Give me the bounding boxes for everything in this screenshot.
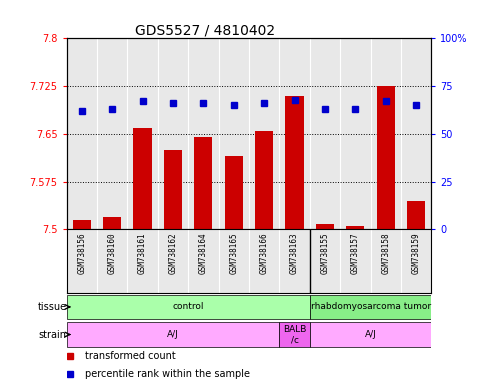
Bar — [225, 156, 243, 230]
Text: GSM738155: GSM738155 — [320, 233, 329, 274]
Title: GDS5527 / 4810402: GDS5527 / 4810402 — [135, 23, 275, 37]
Bar — [134, 127, 152, 230]
Text: rhabdomyosarcoma tumor: rhabdomyosarcoma tumor — [311, 303, 430, 311]
Bar — [103, 217, 121, 230]
Bar — [280, 322, 310, 347]
Bar — [67, 322, 280, 347]
Bar — [194, 137, 212, 230]
Bar — [346, 226, 364, 230]
Bar — [67, 295, 310, 319]
Text: transformed count: transformed count — [85, 351, 176, 361]
Text: BALB
/c: BALB /c — [283, 325, 306, 344]
Text: GSM738162: GSM738162 — [169, 233, 177, 274]
Text: GSM738164: GSM738164 — [199, 233, 208, 274]
Text: tissue: tissue — [37, 302, 67, 312]
Text: control: control — [173, 303, 204, 311]
Text: strain: strain — [38, 329, 67, 339]
Text: percentile rank within the sample: percentile rank within the sample — [85, 369, 250, 379]
Bar — [310, 322, 431, 347]
Bar — [377, 86, 395, 230]
Text: GSM738156: GSM738156 — [77, 233, 86, 274]
Bar — [164, 150, 182, 230]
Bar — [285, 96, 304, 230]
Bar — [316, 224, 334, 230]
Text: GSM738161: GSM738161 — [138, 233, 147, 274]
Text: GSM738157: GSM738157 — [351, 233, 360, 274]
Text: A/J: A/J — [365, 330, 377, 339]
Text: GSM738165: GSM738165 — [229, 233, 238, 274]
Bar — [72, 220, 91, 230]
Bar — [310, 295, 431, 319]
Text: GSM738160: GSM738160 — [107, 233, 117, 274]
Text: GSM738159: GSM738159 — [412, 233, 421, 274]
Text: GSM738158: GSM738158 — [381, 233, 390, 274]
Text: A/J: A/J — [167, 330, 179, 339]
Text: GSM738163: GSM738163 — [290, 233, 299, 274]
Bar — [407, 201, 425, 230]
Text: GSM738166: GSM738166 — [260, 233, 269, 274]
Bar — [255, 131, 273, 230]
